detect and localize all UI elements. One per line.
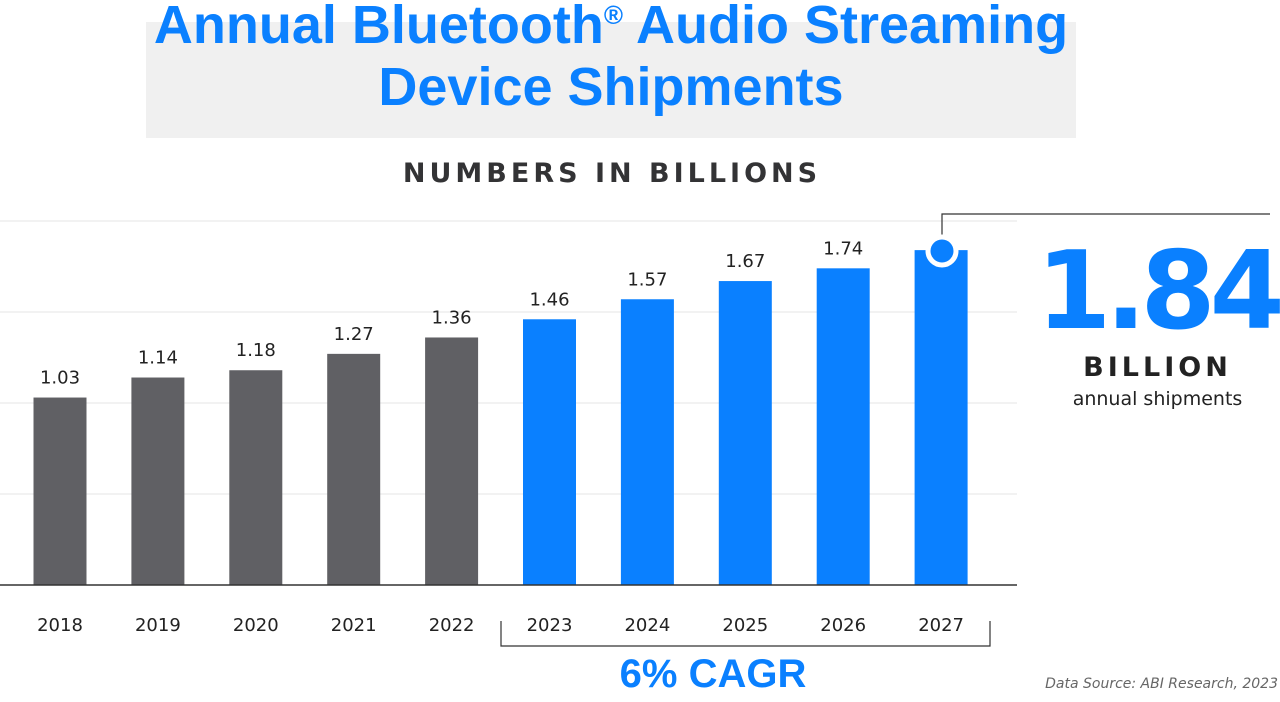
callout-value: 1.84 — [1036, 229, 1280, 354]
cagr-label: 6% CAGR — [619, 652, 807, 696]
x-tick-2021: 2021 — [331, 615, 377, 636]
callout-description: annual shipments — [1072, 388, 1243, 410]
bar-2022 — [425, 337, 479, 585]
data-label-2025: 1.67 — [725, 251, 765, 272]
bar-2025 — [718, 281, 772, 585]
bar-2020 — [229, 370, 283, 585]
data-label-2026: 1.74 — [823, 238, 863, 259]
data-label-2018: 1.03 — [40, 368, 80, 389]
data-label-2020: 1.18 — [236, 340, 276, 361]
cagr-bracket — [500, 621, 991, 647]
x-tick-2020: 2020 — [233, 615, 279, 636]
bar-2019 — [131, 377, 185, 585]
x-tick-2024: 2024 — [624, 615, 670, 636]
bar-2018 — [33, 397, 87, 585]
x-tick-2019: 2019 — [135, 615, 181, 636]
x-tick-labels: 2018 2019 2020 2021 2022 2023 2024 2025 2026 2027 — [37, 615, 964, 636]
data-label-2021: 1.27 — [334, 324, 374, 345]
x-tick-2025: 2025 — [722, 615, 768, 636]
data-label-2022: 1.36 — [432, 307, 472, 328]
registered-mark: ® — [603, 0, 624, 30]
bar-2021 — [327, 353, 381, 585]
x-tick-2018: 2018 — [37, 615, 83, 636]
data-labels: 1.03 1.14 1.18 1.27 1.36 1.46 1.57 1.67 1.74 — [40, 238, 863, 388]
x-tick-2022: 2022 — [429, 615, 475, 636]
chart-title: Annual Bluetooth® Audio Streaming Device… — [153, 0, 1069, 117]
highlight-dot-marker — [925, 234, 959, 268]
callout-leader-line — [941, 213, 1270, 238]
data-label-2023: 1.46 — [529, 289, 569, 310]
bars — [33, 250, 968, 585]
bar-2023 — [523, 319, 576, 585]
x-tick-2027: 2027 — [918, 615, 964, 636]
data-label-2019: 1.14 — [138, 348, 178, 369]
callout-unit: BILLION — [1083, 352, 1232, 383]
x-tick-2023: 2023 — [527, 615, 573, 636]
data-label-2024: 1.57 — [627, 269, 667, 290]
x-tick-2026: 2026 — [820, 615, 866, 636]
chart-subtitle: NUMBERS IN BILLIONS — [402, 158, 822, 189]
bar-2024 — [620, 299, 674, 585]
bar-2027 — [914, 250, 968, 585]
data-source: Data Source: ABI Research, 2023 — [1045, 676, 1278, 692]
title-background — [146, 22, 1076, 138]
bar-2026 — [816, 268, 870, 585]
